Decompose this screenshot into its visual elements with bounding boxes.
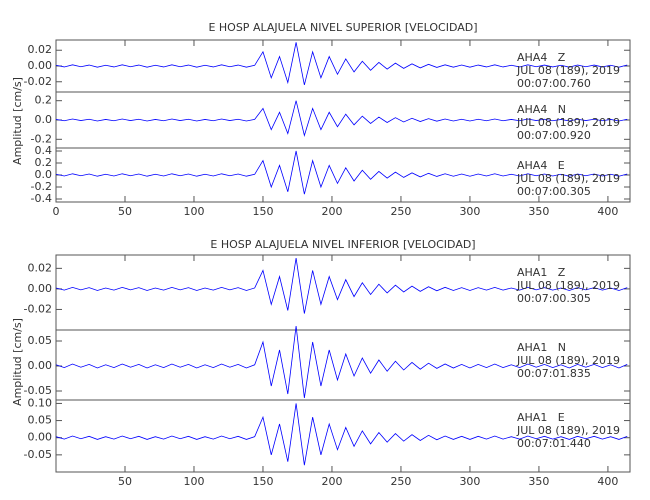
x-tick-label: 400 bbox=[597, 205, 618, 218]
y-tick-label: -0.2 bbox=[31, 180, 52, 193]
y-axis-label: Amplitud [cm/s] bbox=[11, 77, 24, 165]
time-label: 00:07:00.920 bbox=[517, 129, 591, 142]
y-tick-label: -0.4 bbox=[31, 192, 52, 205]
x-tick-label: 300 bbox=[459, 475, 480, 488]
y-tick-label: -0.02 bbox=[24, 302, 52, 315]
waveform bbox=[55, 150, 628, 195]
station-label: AHA1 N bbox=[517, 341, 566, 354]
chart-title: E HOSP ALAJUELA NIVEL SUPERIOR [VELOCIDA… bbox=[208, 21, 477, 34]
y-tick-label: 0.10 bbox=[28, 396, 53, 409]
y-tick-label: 0.02 bbox=[28, 43, 53, 56]
waveform bbox=[55, 258, 628, 314]
y-tick-label: 0.0 bbox=[35, 113, 53, 126]
date-label: JUL 08 (189), 2019 bbox=[516, 424, 620, 437]
date-label: JUL 08 (189), 2019 bbox=[516, 279, 620, 292]
station-label: AHA4 E bbox=[517, 159, 565, 172]
x-tick-label: 250 bbox=[390, 475, 411, 488]
time-label: 00:07:00.305 bbox=[517, 292, 591, 305]
y-tick-label: -0.05 bbox=[24, 384, 52, 397]
time-label: 00:07:00.760 bbox=[517, 77, 591, 90]
x-tick-label: 100 bbox=[183, 475, 204, 488]
x-tick-label: 400 bbox=[597, 475, 618, 488]
station-label: AHA4 Z bbox=[517, 51, 566, 64]
y-tick-label: 0.0 bbox=[35, 168, 53, 181]
date-label: JUL 08 (189), 2019 bbox=[516, 172, 620, 185]
y-tick-label: 0.02 bbox=[28, 261, 53, 274]
y-tick-label: -0.02 bbox=[24, 75, 52, 88]
x-tick-label: 200 bbox=[321, 475, 342, 488]
waveform bbox=[55, 325, 628, 399]
waveform bbox=[55, 100, 628, 137]
y-tick-label: 0.00 bbox=[28, 59, 53, 72]
x-tick-label: 50 bbox=[118, 205, 132, 218]
y-tick-label: 0.4 bbox=[35, 144, 53, 157]
time-label: 00:07:00.305 bbox=[517, 185, 591, 198]
y-tick-label: 0.00 bbox=[28, 282, 53, 295]
date-label: JUL 08 (189), 2019 bbox=[516, 116, 620, 129]
x-tick-label: 150 bbox=[252, 205, 273, 218]
x-tick-label: 350 bbox=[528, 205, 549, 218]
panel-frame bbox=[55, 399, 631, 473]
y-tick-label: 0.00 bbox=[28, 359, 53, 372]
y-tick-label: 0.00 bbox=[28, 431, 53, 444]
x-tick-label: 100 bbox=[183, 205, 204, 218]
station-label: AHA1 E bbox=[517, 411, 565, 424]
station-label: AHA1 Z bbox=[517, 266, 566, 279]
y-tick-label: 0.2 bbox=[35, 156, 53, 169]
waveform bbox=[55, 403, 628, 466]
waveform bbox=[55, 42, 628, 86]
x-tick-label: 50 bbox=[118, 475, 132, 488]
y-tick-label: -0.2 bbox=[31, 132, 52, 145]
date-label: JUL 08 (189), 2019 bbox=[516, 354, 620, 367]
x-tick-label: 150 bbox=[252, 475, 273, 488]
x-tick-label: 200 bbox=[321, 205, 342, 218]
x-tick-label: 0 bbox=[53, 205, 60, 218]
time-label: 00:07:01.440 bbox=[517, 437, 591, 450]
y-tick-label: -0.05 bbox=[24, 448, 52, 461]
y-tick-label: 0.05 bbox=[28, 414, 53, 427]
date-label: JUL 08 (189), 2019 bbox=[516, 64, 620, 77]
chart-title: E HOSP ALAJUELA NIVEL INFERIOR [VELOCIDA… bbox=[210, 238, 475, 251]
station-label: AHA4 N bbox=[517, 103, 566, 116]
y-tick-label: 0.05 bbox=[28, 334, 53, 347]
x-tick-label: 350 bbox=[528, 475, 549, 488]
time-label: 00:07:01.835 bbox=[517, 367, 591, 380]
y-axis-label: Amplitud [cm/s] bbox=[11, 318, 24, 406]
x-tick-label: 250 bbox=[390, 205, 411, 218]
x-tick-label: 300 bbox=[459, 205, 480, 218]
y-tick-label: 0.2 bbox=[35, 94, 53, 107]
